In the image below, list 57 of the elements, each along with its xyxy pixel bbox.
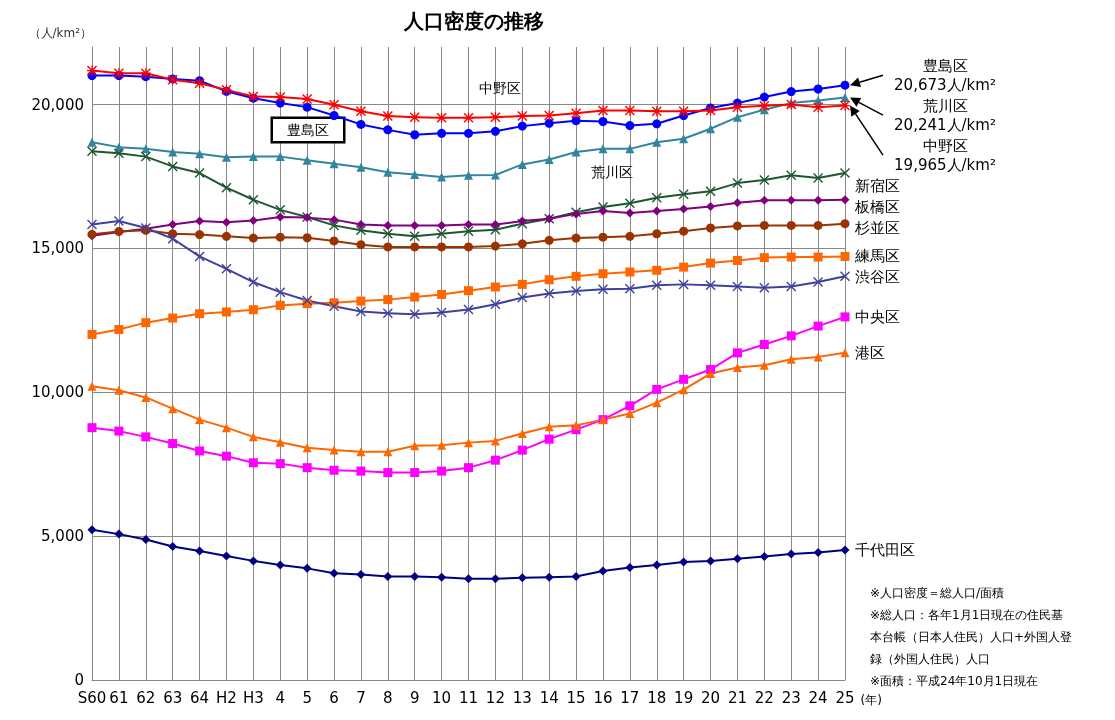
x-tick-label: 11 <box>458 688 479 707</box>
x-tick-label: 22 <box>754 688 774 707</box>
y-tick-label: 5,000 <box>41 527 84 546</box>
x-tick-label: 4 <box>275 688 286 707</box>
x-tick-label: 14 <box>539 688 559 707</box>
text: 19,965人/km² <box>894 155 996 174</box>
annotation: 豊島区 <box>287 122 329 138</box>
chart-title: 人口密度の推移 <box>402 9 544 33</box>
y-tick-label: 20,000 <box>31 95 84 114</box>
x-tick-label: 5 <box>302 688 312 707</box>
text: 20,241人/km² <box>894 115 996 134</box>
text: 20,673人/km² <box>894 75 996 94</box>
series-label: 板橋区 <box>854 197 900 216</box>
text: 豊島区 <box>922 56 968 75</box>
x-tick-label: 18 <box>647 688 667 707</box>
series-label: 渋谷区 <box>855 268 900 287</box>
x-tick-label: 19 <box>674 688 694 707</box>
x-tick-label: 21 <box>727 688 747 707</box>
x-tick-label: H3 <box>242 688 264 707</box>
series-label: 港区 <box>855 343 885 362</box>
text: ※面積：平成24年10月1日現在 <box>870 674 1039 688</box>
x-tick-label: 64 <box>190 688 210 707</box>
x-tick-label: S60 <box>77 688 107 707</box>
x-tick-label: 62 <box>136 688 156 707</box>
y-axis-title: （人/km²） <box>28 26 92 40</box>
y-tick-label: 0 <box>74 671 84 689</box>
series-label: 千代田区 <box>855 540 915 559</box>
x-tick-label: 24 <box>808 688 828 707</box>
x-tick-label: 13 <box>512 688 532 707</box>
y-tick-label: 10,000 <box>31 383 84 402</box>
x-tick-label: 12 <box>485 688 505 707</box>
x-tick-label: 20 <box>700 688 721 707</box>
x-tick-label: 10 <box>432 688 452 707</box>
x-tick-label: 61 <box>109 688 129 707</box>
series-label: 杉並区 <box>854 218 900 237</box>
x-tick-label: 16 <box>593 688 613 707</box>
text: ※人口密度＝総人口/面積 <box>870 586 1005 600</box>
x-tick-label: H2 <box>216 688 237 707</box>
text: ※総人口：各年1月1日現在の住民基本台帳（日本人住民）人口+外国人登録（外国人住民）人口 <box>870 608 1073 666</box>
x-tick-label: 23 <box>781 688 801 707</box>
x-tick-label: 15 <box>566 688 586 707</box>
x-tick-label: 17 <box>620 688 640 707</box>
x-axis-title: (年) <box>860 693 882 707</box>
x-tick-label: 63 <box>163 688 183 707</box>
text: 中野区 <box>922 136 968 155</box>
y-tick-label: 15,000 <box>31 239 84 258</box>
text: 荒川区 <box>922 96 968 115</box>
annotation: 荒川区 <box>591 164 633 180</box>
x-tick-label: 6 <box>329 688 339 707</box>
x-tick-label: 8 <box>383 688 393 707</box>
annotation: 中野区 <box>479 80 521 96</box>
series-label: 練馬区 <box>854 247 900 266</box>
x-tick-label: 9 <box>409 688 420 707</box>
series-label: 新宿区 <box>855 176 900 195</box>
x-tick-label: 7 <box>356 688 366 707</box>
series-label: 中央区 <box>855 307 900 326</box>
x-tick-label: 25 <box>835 688 855 707</box>
